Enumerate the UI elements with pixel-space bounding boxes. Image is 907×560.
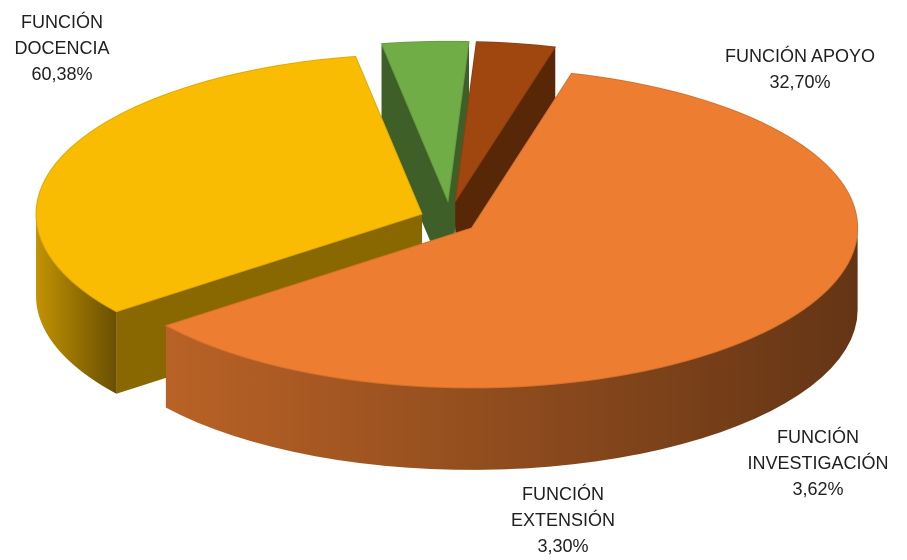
slice-category-label: EXTENSIÓN bbox=[511, 509, 615, 530]
slice-value-label: 32,70% bbox=[769, 72, 830, 92]
slice-label: FUNCIÓN DOCENCIA 60,38% bbox=[14, 11, 109, 84]
pie-slice-outer-wall bbox=[165, 227, 858, 470]
pie-slice-funci-n-investigaci-n bbox=[380, 40, 470, 204]
slice-value-label: 60,38% bbox=[31, 64, 92, 84]
slice-category-label: FUNCIÓN bbox=[21, 11, 103, 32]
pie-slice-funci-n-docencia bbox=[164, 72, 859, 389]
pie-tops bbox=[35, 40, 859, 389]
slice-value-label: 3,62% bbox=[792, 479, 843, 499]
slice-label: FUNCIÓN INVESTIGACIÓN 3,62% bbox=[747, 426, 888, 499]
slice-category-label: DOCENCIA bbox=[14, 38, 109, 58]
pie-slice-funci-n-extensi-n bbox=[454, 41, 557, 202]
slice-label: FUNCIÓN EXTENSIÓN 3,30% bbox=[511, 483, 615, 556]
pie-slice-side bbox=[381, 41, 469, 284]
pie-slice-funci-n-apoyo bbox=[35, 55, 423, 313]
pie-slice-cut-wall bbox=[447, 41, 469, 284]
pie-labels: FUNCIÓN DOCENCIA 60,38% FUNCIÓN APOYO 32,70%… bbox=[14, 11, 888, 556]
pie-slice-cut-wall bbox=[381, 43, 448, 284]
slice-value-label: 3,30% bbox=[537, 536, 588, 556]
slice-category-label: FUNCIÓN bbox=[777, 426, 859, 447]
slice-category-label: FUNCIÓN bbox=[522, 483, 604, 504]
slice-category-label: FUNCIÓN APOYO bbox=[725, 45, 875, 66]
slice-category-label: INVESTIGACIÓN bbox=[747, 452, 888, 473]
slice-label: FUNCIÓN APOYO 32,70% bbox=[725, 45, 875, 92]
pie-slice-outer-wall bbox=[36, 214, 117, 394]
